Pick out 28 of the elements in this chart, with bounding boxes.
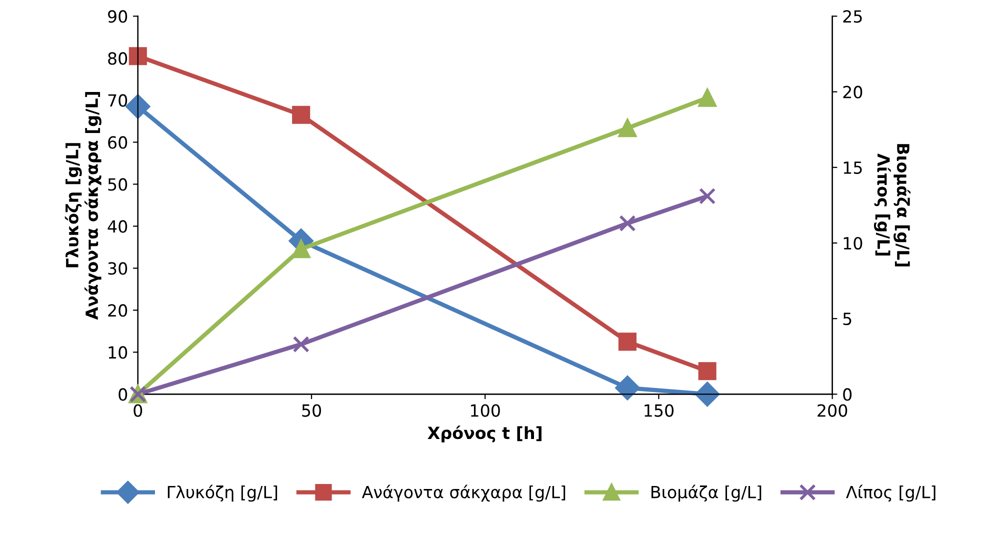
y-tick-label: 80 bbox=[108, 52, 128, 65]
x-tick-label: 50 bbox=[302, 404, 322, 417]
legend-label: Βιομάζα [g/L] bbox=[652, 484, 762, 502]
legend-label: Γλυκόζη [g/L] bbox=[168, 484, 278, 502]
y2-tick-label: 0 bbox=[843, 388, 852, 401]
y2-tick-label: 10 bbox=[844, 236, 862, 250]
y-tick-label: 10 bbox=[108, 346, 128, 359]
legend-label: Λίπος [g/L] bbox=[846, 484, 936, 502]
x-axis-title: Χρόνος t [h] bbox=[428, 426, 542, 442]
y2-tick-label: 15 bbox=[844, 162, 862, 174]
y2-tick-label: 20 bbox=[843, 86, 862, 98]
y-tick-label: 20 bbox=[108, 304, 128, 317]
y-tick-label: 90 bbox=[108, 10, 128, 23]
y-tick-label: 50 bbox=[108, 178, 128, 191]
x-tick-label: 100 bbox=[471, 404, 500, 417]
y-tick-label: 0 bbox=[118, 388, 128, 401]
y2-axis-title: Βιομάζα [g/L] Λίπος [g/L] bbox=[874, 144, 910, 266]
y-tick-label: 60 bbox=[108, 136, 128, 149]
y-tick-label: 70 bbox=[108, 94, 128, 107]
y-tick-label: 30 bbox=[108, 262, 128, 275]
x-tick-label: 0 bbox=[134, 404, 142, 417]
y2-tick-label: 5 bbox=[843, 312, 852, 326]
y-tick-label: 40 bbox=[108, 220, 128, 233]
x-tick-label: 150 bbox=[644, 404, 674, 417]
y-axis-title: Γλυκόζη [g/L] Ανάγοντα σάκχαρα [g/L] bbox=[64, 92, 102, 320]
legend-label: Ανάγοντα σάκχαρα [g/L] bbox=[362, 484, 566, 502]
x-tick-label: 200 bbox=[818, 404, 848, 417]
y2-tick-label: 25 bbox=[843, 10, 862, 23]
